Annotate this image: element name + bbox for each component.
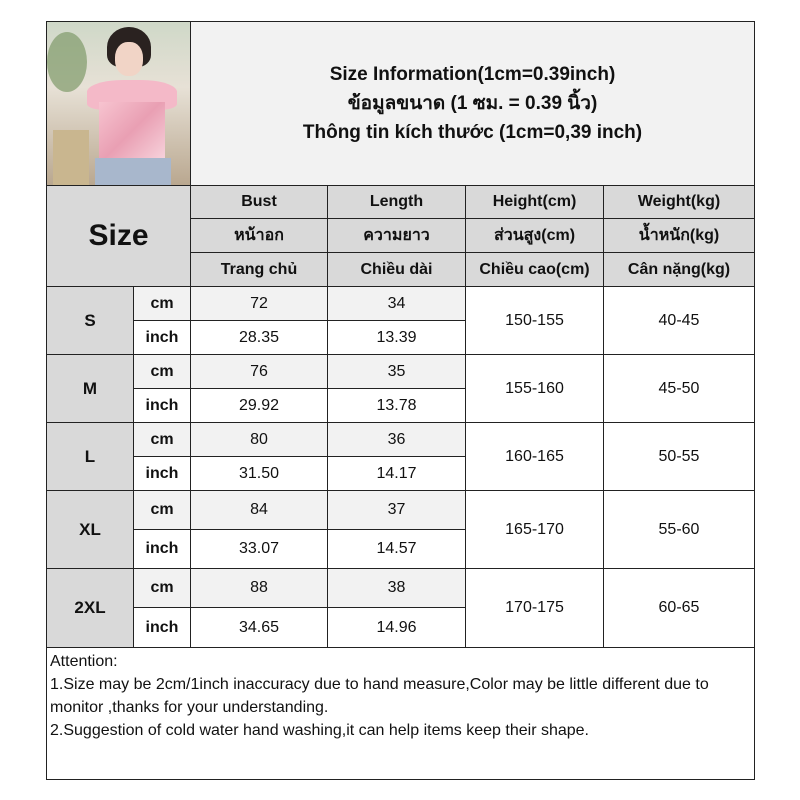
length-inch: 14.96 [327,607,466,648]
table-row: inch 33.07 14.57 [47,529,755,569]
col-header-bust-en: Bust [190,185,328,219]
bust-cm: 72 [190,286,328,321]
col-header-length-en: Length [327,185,466,219]
weight-range: 40-45 [603,286,755,355]
col-header-height-th: ส่วนสูง(cm) [465,218,604,253]
length-inch: 14.57 [327,529,466,569]
table-row: inch 28.35 13.39 [47,320,755,355]
unit-cm: cm [133,422,191,457]
attention-note-2: 2.Suggestion of cold water hand washing,… [50,722,589,739]
size-label: L [46,422,134,491]
bust-cm: 84 [190,490,328,530]
height-range: 155-160 [465,354,604,423]
table-row: 2XL cm 88 38 170-175 60-65 [46,568,755,648]
unit-inch: inch [133,456,191,491]
table-row: XL cm 84 37 165-170 55-60 [46,490,755,569]
height-range: 160-165 [465,422,604,491]
length-cm: 35 [327,354,466,389]
col-header-weight-th: น้ำหนัก(kg) [603,218,755,253]
header-title-vi: Thông tin kích thước (1cm=0,39 inch) [302,122,643,143]
size-chart-table: Size Information(1cm=0.39inch) ข้อมูลขนา… [46,21,755,780]
attention-box: Attention: 1.Size may be 2cm/1inch inacc… [46,647,755,780]
col-header-height-en: Height(cm) [465,185,604,219]
col-header-length-th: ความยาว [327,218,466,253]
length-cm: 34 [327,286,466,321]
size-header: Size [46,185,191,287]
bust-inch: 34.65 [190,607,328,648]
unit-cm: cm [133,354,191,389]
bust-cm: 76 [190,354,328,389]
length-cm: 36 [327,422,466,457]
bust-inch: 31.50 [190,456,328,491]
size-label: S [46,286,134,355]
bust-cm: 88 [190,568,328,608]
product-photo [46,21,191,186]
unit-inch: inch [133,529,191,569]
unit-inch: inch [133,388,191,423]
attention-note-1: 1.Size may be 2cm/1inch inaccuracy due t… [50,676,709,716]
table-row: inch 31.50 14.17 [47,456,755,491]
length-cm: 37 [327,490,466,530]
attention-title: Attention: [50,653,118,670]
height-range: 150-155 [465,286,604,355]
table-row: inch 29.92 13.78 [47,388,755,423]
unit-cm: cm [133,490,191,530]
col-header-bust-th: หน้าอก [190,218,328,253]
weight-range: 55-60 [603,490,755,569]
col-header-weight-en: Weight(kg) [603,185,755,219]
size-label: M [46,354,134,423]
bust-inch: 28.35 [190,320,328,355]
length-inch: 14.17 [327,456,466,491]
height-range: 170-175 [465,568,604,648]
col-header-height-vi: Chiều cao(cm) [465,252,604,287]
bust-inch: 33.07 [190,529,328,569]
bust-cm: 80 [190,422,328,457]
bust-inch: 29.92 [190,388,328,423]
weight-range: 50-55 [603,422,755,491]
weight-range: 60-65 [603,568,755,648]
col-header-length-vi: Chiều dài [327,252,466,287]
table-row: inch 34.65 14.96 [47,607,755,648]
length-inch: 13.39 [327,320,466,355]
col-header-bust-vi: Trang chủ [190,252,328,287]
size-info-header: Size Information(1cm=0.39inch) ข้อมูลขนา… [190,21,755,186]
height-range: 165-170 [465,490,604,569]
header-title-en: Size Information(1cm=0.39inch) [329,64,616,85]
length-inch: 13.78 [327,388,466,423]
size-label: 2XL [46,568,134,648]
unit-inch: inch [133,607,191,648]
size-label: XL [46,490,134,569]
length-cm: 38 [327,568,466,608]
unit-cm: cm [133,286,191,321]
header-title-th: ข้อมูลขนาด (1 ซม. = 0.39 นิ้ว) [347,93,598,114]
unit-cm: cm [133,568,191,608]
weight-range: 45-50 [603,354,755,423]
col-header-weight-vi: Cân nặng(kg) [603,252,755,287]
unit-inch: inch [133,320,191,355]
